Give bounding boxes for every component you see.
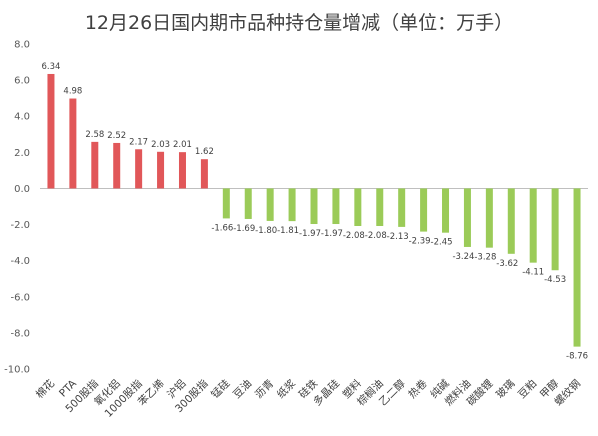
data-label: 2.58: [85, 130, 104, 140]
bar: [157, 151, 165, 189]
data-label: 1.62: [195, 147, 214, 157]
data-label: -2.08: [365, 231, 387, 241]
data-label: -1.81: [277, 226, 299, 236]
y-tick-label: -10.0: [4, 365, 30, 376]
y-tick-label: -2.0: [10, 220, 30, 231]
data-label: -4.11: [522, 268, 544, 278]
y-tick-label: 8.0: [14, 40, 30, 51]
category-label: 锰硅: [208, 377, 232, 401]
data-label: -2.13: [387, 232, 409, 242]
data-label: -1.97: [299, 229, 321, 239]
data-label: -8.76: [566, 352, 588, 362]
bar: [573, 188, 581, 347]
data-label: 4.98: [63, 87, 82, 97]
chart-title: 12月26日国内期市品种持仓量增减（单位：万手）: [84, 12, 514, 34]
bar: [69, 98, 77, 189]
data-label: 2.52: [107, 131, 126, 141]
y-tick-label: -8.0: [10, 328, 30, 339]
bar: [442, 188, 450, 233]
y-tick-label: 2.0: [14, 148, 30, 159]
bar: [420, 188, 428, 232]
bar: [178, 152, 186, 189]
data-label: -2.08: [343, 231, 365, 241]
bar: [376, 188, 384, 226]
bar: [91, 141, 99, 189]
data-label: 2.17: [129, 137, 148, 147]
data-label: 6.34: [41, 62, 60, 72]
bar: [200, 159, 208, 189]
bar: [113, 142, 121, 189]
category-label: 沥青: [252, 377, 276, 401]
data-label: 2.01: [173, 140, 192, 150]
data-label: -1.97: [321, 229, 343, 239]
bar: [332, 188, 340, 225]
y-tick-label: 4.0: [14, 112, 30, 123]
category-label: 纸浆: [274, 377, 298, 401]
bar: [222, 188, 230, 219]
category-label: 玻璃: [493, 377, 517, 401]
bar: [47, 73, 55, 189]
bar: [288, 188, 296, 222]
bar: [398, 188, 406, 227]
category-label: 棉花: [33, 377, 57, 401]
data-label: 2.03: [151, 140, 170, 150]
bar: [485, 188, 493, 248]
data-label: -2.39: [409, 237, 431, 247]
data-label: -2.45: [431, 238, 453, 248]
bar: [354, 188, 362, 226]
data-label: -3.24: [452, 252, 474, 262]
bar: [310, 188, 318, 225]
bar: [507, 188, 515, 254]
data-label: -3.28: [474, 253, 496, 263]
bar: [244, 188, 252, 219]
data-label: -3.62: [496, 259, 518, 269]
bar: [529, 188, 537, 263]
category-label: 豆粕: [515, 377, 539, 401]
y-tick-label: -6.0: [10, 292, 30, 303]
data-label: -1.80: [255, 226, 277, 236]
category-label: 热卷: [406, 377, 430, 401]
bar: [463, 188, 471, 247]
data-label: -1.66: [211, 223, 233, 233]
bar: [266, 188, 274, 221]
data-label: -4.53: [544, 275, 566, 285]
y-tick-label: 0.0: [14, 184, 30, 195]
category-label: 豆油: [230, 377, 254, 401]
y-tick-label: 6.0: [14, 76, 30, 87]
data-label: -1.69: [233, 224, 255, 234]
bar: [135, 149, 143, 189]
y-tick-label: -4.0: [10, 256, 30, 267]
bar: [551, 188, 559, 271]
